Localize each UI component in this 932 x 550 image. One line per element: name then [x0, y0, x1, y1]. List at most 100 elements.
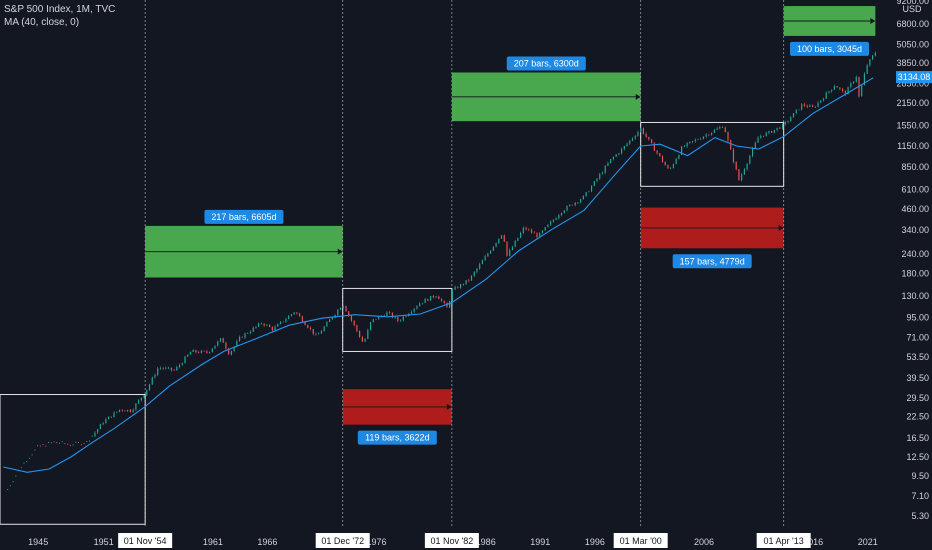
- bar-count-label-4: 157 bars, 4779d: [680, 256, 745, 266]
- candle: [672, 163, 675, 168]
- candle: [645, 133, 647, 137]
- candle: [792, 113, 795, 118]
- candle: [252, 327, 254, 332]
- candle: [34, 449, 36, 451]
- candle: [839, 87, 841, 89]
- y-tick-label: 180.00: [901, 269, 929, 279]
- candle: [113, 412, 115, 418]
- candle: [348, 311, 350, 316]
- candle: [331, 317, 333, 320]
- candle: [118, 409, 121, 412]
- candle: [492, 246, 494, 251]
- y-tick-label: 5.30: [911, 511, 929, 521]
- candle: [473, 271, 475, 276]
- candle: [296, 312, 298, 314]
- candle: [724, 127, 726, 133]
- candle: [67, 443, 69, 445]
- candle: [590, 185, 593, 192]
- candle: [574, 202, 576, 206]
- candle: [386, 312, 388, 317]
- candle: [449, 301, 451, 308]
- candle: [268, 324, 271, 327]
- candle: [282, 321, 284, 323]
- candle: [866, 65, 868, 74]
- candle: [260, 323, 263, 325]
- candle: [822, 98, 825, 101]
- bar-count-tags: 217 bars, 6605d 119 bars, 3622d 207 bars, …: [204, 41, 870, 445]
- candle: [765, 132, 767, 137]
- y-tick-label: 16.50: [906, 433, 929, 443]
- candle: [151, 377, 153, 385]
- candle: [525, 227, 527, 230]
- candle: [520, 232, 522, 238]
- y-tick-label: 95.00: [906, 313, 929, 323]
- candle: [206, 351, 208, 353]
- y-tick-label: 460.00: [901, 204, 929, 214]
- candle: [689, 141, 691, 143]
- candle: [124, 410, 126, 412]
- candle: [612, 156, 615, 160]
- candle: [470, 275, 473, 281]
- candle: [459, 284, 462, 289]
- y-tick-label: 850.00: [901, 162, 929, 172]
- candle: [702, 136, 705, 139]
- candle: [299, 313, 301, 317]
- bar-count-tag-5: [790, 41, 870, 56]
- candle: [713, 129, 715, 133]
- candle: [361, 337, 363, 342]
- candle: [642, 128, 645, 134]
- candle: [337, 309, 339, 315]
- candle: [552, 219, 554, 222]
- candle: [588, 191, 590, 193]
- date-marker-1: [118, 533, 173, 548]
- candle: [585, 192, 587, 196]
- candle: [514, 240, 516, 247]
- candle: [620, 148, 623, 154]
- candle: [304, 321, 306, 326]
- range-box-4: [640, 121, 785, 187]
- candle: [541, 230, 544, 233]
- candle: [719, 127, 721, 129]
- candle: [503, 235, 505, 242]
- candle: [440, 299, 443, 301]
- candle: [571, 204, 574, 206]
- candle: [217, 341, 219, 346]
- candle: [626, 143, 628, 147]
- date-marker-label-5: 01 Apr '13: [764, 536, 804, 546]
- candle: [214, 345, 216, 349]
- y-tick-label: 22.50: [906, 412, 929, 422]
- x-tick-label: 1976: [367, 537, 387, 547]
- candle: [760, 135, 762, 138]
- candle: [637, 131, 639, 137]
- candle: [727, 132, 729, 141]
- candle: [828, 91, 830, 93]
- candle: [438, 296, 440, 300]
- bar-count-tag-3: [506, 56, 586, 71]
- candle: [533, 232, 535, 234]
- x-tick-label: 1991: [530, 537, 550, 547]
- candle: [809, 105, 811, 107]
- candle: [184, 356, 186, 364]
- last-price-label: 3134.08: [898, 72, 931, 82]
- x-tick-label: 1951: [94, 537, 114, 547]
- candle: [247, 333, 249, 334]
- y-tick-label: 71.00: [906, 333, 929, 343]
- candle: [607, 163, 609, 166]
- candle: [342, 306, 344, 308]
- candle: [53, 441, 55, 443]
- date-marker-label-3: 01 Nov '82: [430, 536, 473, 546]
- candle: [279, 321, 282, 325]
- candle: [359, 331, 361, 338]
- candle: [146, 389, 148, 396]
- candle: [730, 140, 732, 150]
- y-tick-label: 610.00: [901, 185, 929, 195]
- candle: [222, 338, 224, 343]
- candle: [162, 367, 164, 369]
- candle: [806, 105, 808, 107]
- y-tick-label: 9.50: [911, 471, 929, 481]
- candle: [560, 212, 563, 216]
- candle: [429, 296, 432, 301]
- range-box-2: [342, 287, 453, 352]
- candle: [664, 161, 666, 166]
